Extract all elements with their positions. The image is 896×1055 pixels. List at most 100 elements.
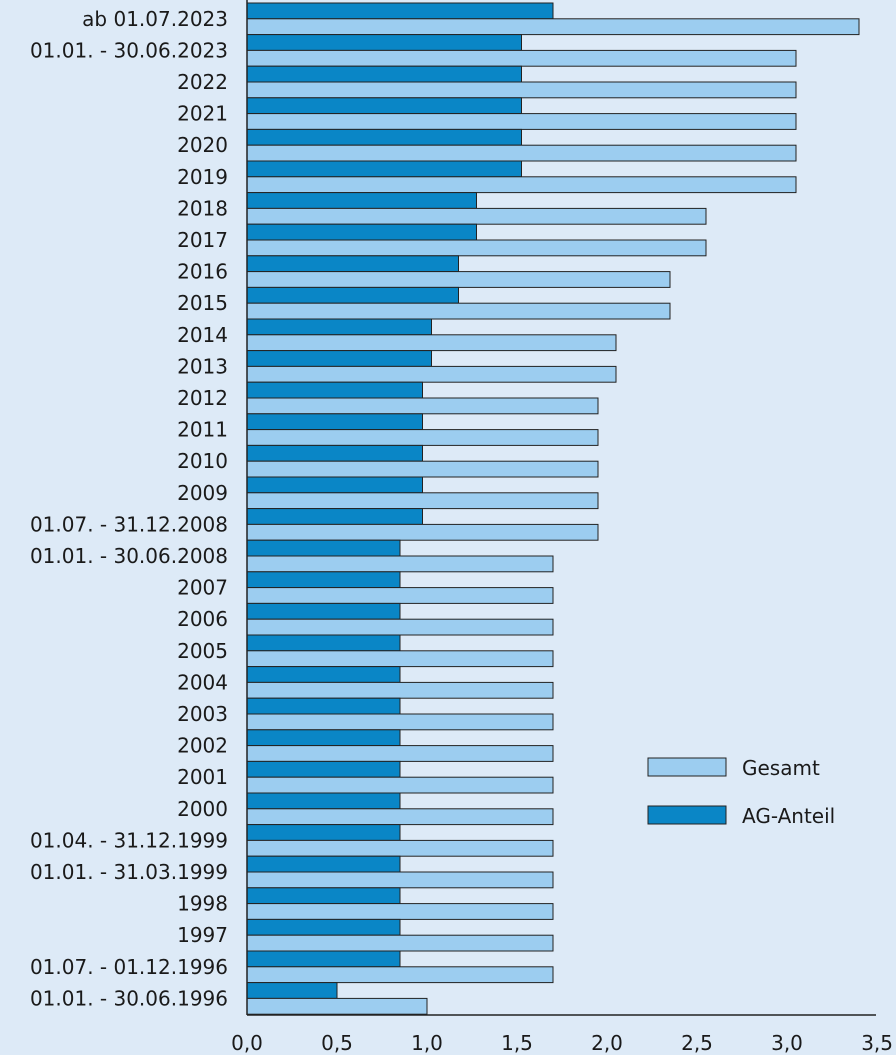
bar-ag-anteil <box>246 444 423 462</box>
bar-gesamt <box>246 587 554 604</box>
bar-ag-anteil <box>246 634 401 652</box>
bar-gesamt <box>246 713 554 731</box>
category-label: 2021 <box>177 102 228 126</box>
category-label: 2000 <box>177 797 228 821</box>
legend-label-ag-anteil: AG-Anteil <box>742 804 835 828</box>
bar-ag-anteil <box>246 2 554 20</box>
category-label: 2018 <box>177 196 228 220</box>
x-tick-label: 3,0 <box>771 1031 803 1055</box>
bar-gesamt <box>246 523 599 541</box>
bar-gesamt <box>246 239 707 257</box>
category-label: 01.01. - 30.06.1996 <box>30 986 228 1010</box>
bar-gesamt <box>246 113 797 130</box>
bar-ag-anteil <box>246 950 401 968</box>
bar-ag-anteil <box>246 318 432 336</box>
bar-gesamt <box>246 492 599 510</box>
category-label: 2016 <box>177 260 228 284</box>
category-label: 2017 <box>177 228 228 252</box>
category-label: 2001 <box>177 765 228 789</box>
category-label: 2020 <box>177 133 228 157</box>
bar-gesamt <box>246 776 554 794</box>
category-label: 2004 <box>177 670 228 694</box>
category-label: 2002 <box>177 734 228 758</box>
bar-gesamt <box>246 334 617 352</box>
category-label: 2011 <box>177 418 228 442</box>
bar-ag-anteil <box>246 760 401 778</box>
category-label: 01.01. - 30.06.2023 <box>30 38 228 62</box>
bar-ag-anteil <box>246 697 401 715</box>
category-label: 2014 <box>177 323 228 347</box>
category-label: 01.01. - 31.03.1999 <box>30 860 228 884</box>
legend-swatch-gesamt <box>647 757 727 777</box>
x-tick-label: 0,0 <box>231 1031 263 1055</box>
x-tick-label: 3,5 <box>861 1031 893 1055</box>
bar-gesamt <box>246 49 797 67</box>
bar-ag-anteil <box>246 792 401 810</box>
category-label: 2003 <box>177 702 228 726</box>
bar-ag-anteil <box>246 286 459 304</box>
category-label: 2006 <box>177 607 228 631</box>
category-label: 2010 <box>177 449 228 473</box>
bar-ag-anteil <box>246 413 423 431</box>
category-label: 2005 <box>177 639 228 663</box>
legend: Gesamt AG-Anteil <box>647 756 835 828</box>
bar-gesamt <box>246 966 554 984</box>
bar-gesamt <box>246 207 707 225</box>
bar-gesamt <box>246 871 554 889</box>
category-label: 01.07. - 31.12.2008 <box>30 512 228 536</box>
category-label: 2012 <box>177 386 228 410</box>
bar-ag-anteil <box>246 918 401 936</box>
category-label: 2009 <box>177 481 228 505</box>
bar-ag-anteil <box>246 34 522 51</box>
bar-gesamt <box>246 997 428 1015</box>
bar-ag-anteil <box>246 824 401 841</box>
bar-gesamt <box>246 460 599 478</box>
bar-ag-anteil <box>246 666 401 683</box>
category-label: 2015 <box>177 291 228 315</box>
bar-gesamt <box>246 302 671 320</box>
bar-gesamt <box>246 271 671 288</box>
category-label: ab 01.07.2023 <box>82 7 228 31</box>
bar-ag-anteil <box>246 128 522 146</box>
bar-ag-anteil <box>246 255 459 273</box>
category-label: 2022 <box>177 70 228 94</box>
bar-gesamt <box>246 365 617 383</box>
legend-swatch-ag-anteil <box>647 805 727 825</box>
bar-gesamt <box>246 397 599 415</box>
bar-gesamt <box>246 81 797 99</box>
bar-ag-anteil <box>246 602 401 620</box>
bar-ag-anteil <box>246 855 401 873</box>
bar-ag-anteil <box>246 350 432 367</box>
category-label: 01.04. - 31.12.1999 <box>30 828 228 852</box>
bar-ag-anteil <box>246 223 477 241</box>
bar-gesamt <box>246 934 554 952</box>
bar-ag-anteil <box>246 887 401 905</box>
bar-gesamt <box>246 903 554 920</box>
plot-area: ab 01.07.2023 01.01. - 30.06.2023 2022 2021… <box>30 0 893 1055</box>
x-tick-label: 1,0 <box>411 1031 443 1055</box>
bar-ag-anteil <box>246 65 522 83</box>
x-tick-label: 2,5 <box>681 1031 713 1055</box>
bar-ag-anteil <box>246 508 423 525</box>
category-label: 1997 <box>177 923 228 947</box>
x-tick-label: 2,0 <box>591 1031 623 1055</box>
category-label: 01.01. - 30.06.2008 <box>30 544 228 568</box>
x-tick-label: 0,5 <box>321 1031 353 1055</box>
legend-label-gesamt: Gesamt <box>742 756 820 780</box>
bar-ag-anteil <box>246 160 522 178</box>
bar-gesamt <box>246 555 554 573</box>
bar-ag-anteil <box>246 192 477 209</box>
category-label: 2013 <box>177 354 228 378</box>
bar-ag-anteil <box>246 476 423 494</box>
bar-ag-anteil <box>246 729 401 747</box>
bar-gesamt <box>246 650 554 668</box>
bar-gesamt <box>246 618 554 636</box>
bar-gesamt <box>246 681 554 699</box>
category-label: 01.07. - 01.12.1996 <box>30 955 228 979</box>
bar-gesamt <box>246 808 554 826</box>
bar-gesamt <box>246 429 599 446</box>
x-tick-label: 1,5 <box>501 1031 533 1055</box>
bar-gesamt <box>246 176 797 194</box>
bar-ag-anteil <box>246 381 423 399</box>
